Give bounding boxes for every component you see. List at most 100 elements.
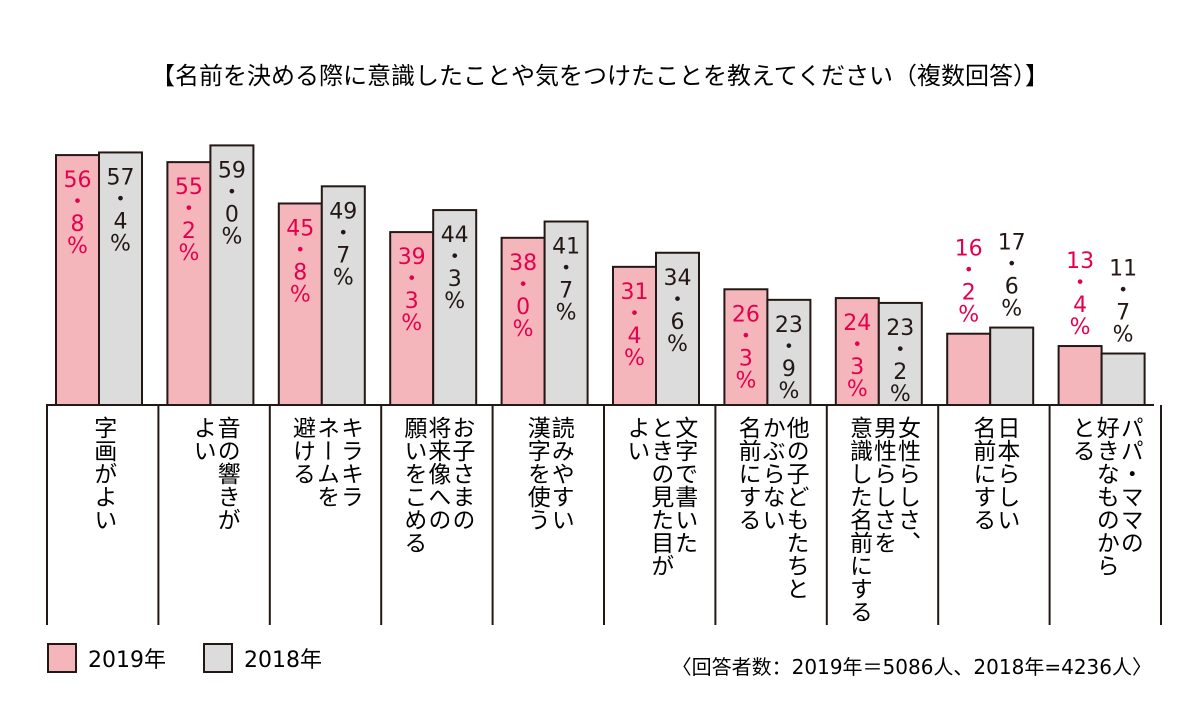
value-label-2019-7-0: 24 — [843, 311, 871, 336]
bar-2018-4 — [543, 220, 589, 406]
value-label-2019-8-2: 2 — [962, 281, 976, 306]
value-label-2018-1-0: 59 — [218, 158, 246, 183]
value-label-2018-8-2: 6 — [1005, 275, 1019, 300]
value-label-2019-5-1: ・ — [623, 302, 645, 327]
value-label-2019-7-2: 3 — [850, 355, 864, 380]
category-label-6-2: 名前にする — [734, 416, 761, 531]
category-label-5-2: よい — [623, 416, 649, 462]
value-label-2019-4-2: 0 — [516, 295, 530, 320]
value-label-2018-9-0: 11 — [1109, 257, 1137, 282]
value-label-2019-4-0: 38 — [509, 251, 537, 276]
value-label-2018-8-3: % — [1001, 297, 1022, 322]
bar-2018-6 — [766, 298, 812, 406]
category-label-6-1: かぶらない — [758, 416, 786, 531]
value-label-2019-1-0: 55 — [175, 175, 203, 200]
category-label-0-0: 字画がよい — [90, 416, 117, 531]
value-label-2018-5-0: 34 — [664, 266, 692, 291]
value-label-2019-0-3: % — [67, 234, 88, 259]
category-label-4-1: 漢字を使う — [523, 416, 551, 531]
value-label-2018-8-1: ・ — [1001, 253, 1023, 278]
value-label-2018-1-3: % — [221, 224, 242, 249]
value-label-2019-5-0: 31 — [621, 280, 649, 305]
value-label-2019-6-1: ・ — [735, 324, 757, 349]
value-label-2019-0-2: 8 — [71, 212, 85, 237]
value-label-2019-1-2: 2 — [182, 219, 196, 244]
category-label-8-1: 名前にする — [969, 416, 996, 531]
respondents-note: 〈回答者数：2019年＝5086人、2018年=4236人〉 — [672, 655, 1152, 679]
value-label-2018-3-0: 44 — [441, 223, 469, 248]
category-label-2-2: 避ける — [289, 416, 317, 485]
bar-2019-0 — [55, 154, 100, 406]
value-label-2018-4-2: 7 — [559, 279, 573, 304]
value-label-2019-6-3: % — [735, 368, 756, 393]
category-label-4-0: 読みやすい — [547, 416, 575, 531]
value-label-2019-7-3: % — [847, 377, 868, 402]
bar-2018-0 — [98, 151, 143, 406]
value-label-2019-8-1: ・ — [958, 259, 980, 284]
value-label-2019-2-3: % — [290, 282, 311, 307]
bar-2018-7 — [877, 301, 923, 407]
value-label-2019-1-1: ・ — [178, 197, 200, 222]
category-labels-group: 字画がよい 音の響きがよい キラキラネームを避ける お子さまの将来像への願いをこめる読… — [46, 405, 1162, 625]
value-labels-group: 56・8%57・4%55・2%59・0% 45・8%49・7%39・3%44・3%… — [64, 158, 1138, 407]
value-label-2018-7-0: 23 — [886, 316, 914, 341]
value-label-2019-9-3: % — [1070, 315, 1091, 340]
value-label-2018-2-3: % — [333, 265, 354, 290]
legend-swatch-2018 — [203, 643, 233, 673]
value-label-2019-1-3: % — [178, 241, 199, 266]
legend-label-2018: 2018年 — [244, 648, 322, 673]
category-label-7-2: 意識した名前にする — [846, 416, 873, 623]
category-label-1-1: よい — [189, 416, 215, 462]
value-label-2018-1-1: ・ — [221, 180, 243, 205]
legend-swatch-2019 — [47, 643, 77, 673]
category-label-1-0: 音の響きが — [213, 416, 240, 531]
category-label-2-0: キラキラ — [337, 416, 363, 508]
value-label-2018-6-2: 9 — [782, 357, 796, 382]
category-label-6-0: 他の子どもたちと — [782, 416, 810, 600]
value-label-2019-2-0: 45 — [286, 216, 314, 241]
value-label-2018-9-3: % — [1113, 323, 1134, 348]
value-label-2018-7-1: ・ — [889, 338, 911, 363]
value-label-2018-0-2: 4 — [114, 209, 128, 234]
bars-group — [55, 144, 1146, 407]
category-label-3-0: お子さまの — [448, 416, 475, 531]
bar-2019-8 — [946, 332, 992, 406]
value-label-2019-5-2: 4 — [628, 324, 642, 349]
category-label-3-1: 将来像への — [424, 416, 452, 531]
value-label-2018-4-3: % — [556, 301, 577, 326]
value-label-2019-8-3: % — [958, 303, 979, 328]
value-label-2018-0-3: % — [110, 231, 131, 256]
bar-2018-3 — [432, 209, 478, 406]
bar-2018-2 — [320, 185, 366, 406]
value-label-2018-3-3: % — [444, 289, 465, 314]
value-label-2018-3-2: 3 — [448, 267, 462, 292]
value-label-2019-6-2: 3 — [739, 346, 753, 371]
legend-label-2019: 2019年 — [88, 648, 166, 673]
legend: 2019年 2018年 — [47, 643, 322, 673]
value-label-2018-0-1: ・ — [109, 187, 131, 212]
value-label-2018-4-0: 41 — [552, 235, 580, 260]
value-label-2019-4-3: % — [513, 317, 534, 342]
category-label-8-0: 日本らしい — [993, 416, 1021, 531]
value-label-2019-5-3: % — [624, 346, 645, 371]
value-label-2018-9-2: 7 — [1116, 301, 1130, 326]
value-label-2018-9-1: ・ — [1112, 279, 1134, 304]
value-label-2018-5-3: % — [667, 332, 688, 357]
bar-2018-8 — [989, 326, 1035, 406]
chart-title: 【名前を決める際に意識したことや気をつけたことを教えてください（複数回答）】 — [151, 62, 1049, 90]
bar-2018-1 — [209, 144, 255, 406]
value-label-2019-2-1: ・ — [289, 238, 311, 263]
value-label-2019-9-0: 13 — [1066, 249, 1094, 274]
category-label-2-1: ネームを — [313, 416, 340, 508]
category-label-9-1: 好きなものから — [1092, 416, 1120, 577]
category-label-9-0: パパ・ママの — [1116, 416, 1143, 554]
value-label-2019-4-1: ・ — [512, 273, 534, 298]
value-label-2018-1-2: 0 — [225, 202, 239, 227]
value-label-2019-0-0: 56 — [64, 168, 92, 193]
value-label-2019-3-2: 3 — [405, 289, 419, 314]
value-label-2018-2-2: 7 — [336, 243, 350, 268]
category-label-7-1: 男性らしさを — [870, 416, 898, 554]
value-label-2018-6-3: % — [778, 379, 799, 404]
bar-2018-9 — [1100, 352, 1146, 406]
